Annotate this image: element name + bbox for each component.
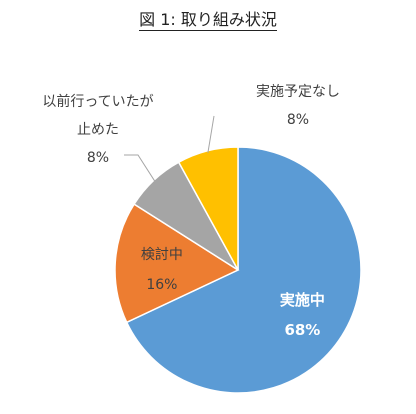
slice-label-name-3-0: 実施予定なし: [256, 84, 340, 100]
slice-label-name-2-1: 止めた: [77, 122, 119, 138]
slice-label-name-0-0: 実施中: [280, 291, 325, 309]
slice-label-value-0: 68%: [284, 321, 320, 339]
slice-label-value-2: 8%: [87, 150, 109, 166]
slice-label-value-1: 16%: [146, 277, 177, 293]
pie-slice-0: [125, 146, 362, 394]
slice-label-name-1-0: 検討中: [141, 247, 183, 263]
chart-title: 図 1: 取り組み状況: [0, 9, 416, 31]
slice-label-value-3: 8%: [287, 112, 309, 128]
leader-line-2: [124, 154, 156, 183]
pie-slice-3: [177, 146, 239, 271]
chart-title-text: 図 1: 取り組み状況: [139, 10, 277, 31]
leader-line-3: [207, 115, 215, 153]
slice-label-name-2-0: 以前行っていたが: [42, 93, 153, 110]
pie-slice-1: [114, 203, 240, 324]
